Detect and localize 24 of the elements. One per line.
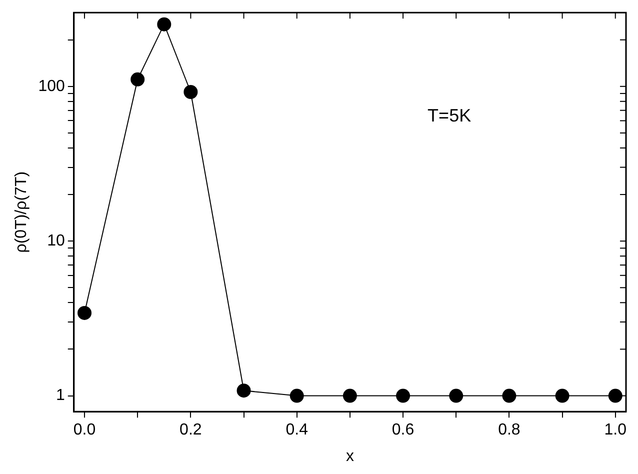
x-tick-label: 0.8 xyxy=(498,422,520,439)
x-tick-label: 0.0 xyxy=(73,422,96,439)
point xyxy=(236,384,251,398)
point xyxy=(449,388,464,403)
point xyxy=(502,388,516,403)
x-axis-title: x xyxy=(346,448,354,465)
annotation: T=5K xyxy=(428,105,472,126)
point xyxy=(608,388,622,403)
y-axis-title: ρ(0T)/ρ(7T) xyxy=(13,171,30,253)
x-tick-label: 1.0 xyxy=(604,422,627,439)
point xyxy=(78,306,92,320)
point xyxy=(555,388,570,403)
point xyxy=(290,388,304,403)
point xyxy=(184,85,198,100)
x-tick-label: 0.6 xyxy=(392,422,414,439)
y-tick-label: 100 xyxy=(38,78,65,95)
y-tick-label: 10 xyxy=(47,232,65,250)
y-tick-label: 1 xyxy=(56,387,65,404)
point xyxy=(157,17,172,32)
x-tick-label: 0.4 xyxy=(286,422,308,439)
point xyxy=(342,388,357,403)
point xyxy=(130,72,145,86)
point xyxy=(396,388,410,403)
x-tick-label: 0.2 xyxy=(180,422,202,439)
